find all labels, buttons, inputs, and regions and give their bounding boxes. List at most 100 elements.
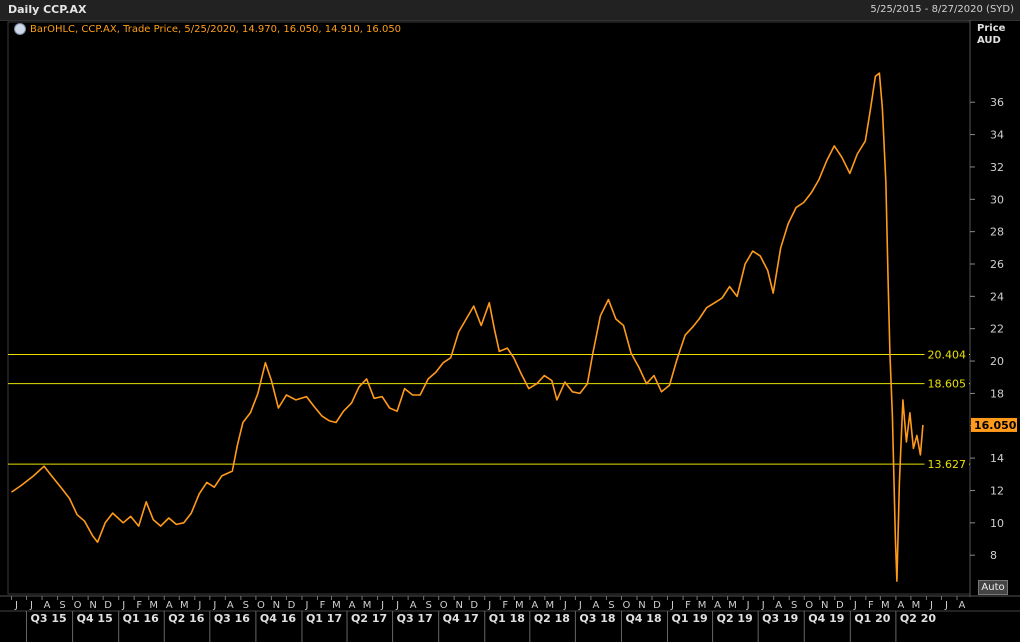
x-month-label: J — [304, 600, 308, 611]
x-month-label: J — [563, 600, 567, 611]
x-month-label: S — [608, 600, 614, 611]
x-quarter-label: Q4 16 — [260, 612, 296, 625]
date-range: 5/25/2015 - 8/27/2020 (SYD) — [870, 4, 1014, 15]
chart-title-bar: Daily CCP.AX 5/25/2015 - 8/27/2020 (SYD) — [0, 0, 1020, 21]
y-tick-label: 20 — [990, 355, 1004, 368]
y-tick-label: 18 — [990, 387, 1004, 400]
x-quarter-label: Q2 18 — [534, 612, 570, 625]
x-month-label: O — [257, 600, 265, 611]
x-month-label: A — [44, 600, 51, 611]
x-month-label: A — [531, 600, 538, 611]
x-month-label: J — [944, 600, 948, 611]
y-tick-label: 34 — [990, 129, 1004, 142]
y-tick-label: 24 — [990, 290, 1004, 303]
x-month-label: J — [14, 600, 18, 611]
x-month-label: O — [440, 600, 448, 611]
plot-frame — [7, 21, 971, 595]
x-month-label: J — [670, 600, 674, 611]
x-month-label: A — [410, 600, 417, 611]
x-month-label: M — [698, 600, 707, 611]
x-month-label: N — [273, 600, 280, 611]
x-month-label: D — [836, 600, 844, 611]
x-month-label: J — [761, 600, 765, 611]
y-tick-label: 14 — [990, 452, 1004, 465]
x-month-label: F — [685, 600, 691, 611]
x-month-label: A — [227, 600, 234, 611]
x-month-label: F — [136, 600, 142, 611]
x-month-label: D — [470, 600, 478, 611]
x-month-label: S — [425, 600, 431, 611]
y-axis-title: Price AUD — [977, 23, 1005, 47]
reference-label-bg — [924, 457, 969, 473]
y-tick-label: 26 — [990, 258, 1004, 271]
x-quarter-label: Q2 19 — [717, 612, 753, 625]
x-quarter-label: Q2 20 — [900, 612, 936, 625]
x-month-label: N — [89, 600, 96, 611]
x-month-label: O — [805, 600, 813, 611]
x-quarter-label: Q2 17 — [351, 612, 387, 625]
y-tick-label: 30 — [990, 193, 1004, 206]
x-quarter-label: Q3 17 — [397, 612, 433, 625]
price-series-line — [11, 72, 924, 582]
x-month-label: J — [380, 600, 384, 611]
y-tick-label: 12 — [990, 484, 1004, 497]
y-tick-label: 32 — [990, 161, 1004, 174]
x-month-label: J — [929, 600, 933, 611]
x-quarter-label: Q1 16 — [123, 612, 159, 625]
x-month-label: M — [149, 600, 158, 611]
x-month-label: S — [243, 600, 249, 611]
x-quarter-label: Q3 18 — [579, 612, 615, 625]
x-month-label: M — [180, 600, 189, 611]
x-quarter-label: Q4 15 — [77, 612, 113, 625]
x-month-label: J — [395, 600, 399, 611]
x-month-label: J — [746, 600, 750, 611]
x-month-label: O — [623, 600, 631, 611]
x-month-label: A — [166, 600, 173, 611]
x-month-label: S — [791, 600, 797, 611]
y-tick-label: 8 — [990, 549, 997, 562]
x-month-label: D — [288, 600, 296, 611]
x-month-label: A — [959, 600, 966, 611]
x-month-label: S — [59, 600, 65, 611]
x-month-label: M — [332, 600, 341, 611]
reference-line-label: 20.404 — [928, 349, 967, 362]
x-month-label: N — [821, 600, 828, 611]
chart-title: Daily CCP.AX — [8, 3, 87, 16]
x-quarter-label: Q1 20 — [854, 612, 890, 625]
x-month-label: M — [912, 600, 921, 611]
x-quarter-label: Q3 16 — [214, 612, 250, 625]
x-month-label: M — [546, 600, 555, 611]
reference-label-bg — [924, 376, 969, 392]
x-quarter-label: Q1 18 — [489, 612, 525, 625]
x-quarter-label: Q2 16 — [168, 612, 204, 625]
x-month-label: M — [515, 600, 524, 611]
x-month-label: A — [897, 600, 904, 611]
x-quarter-label: Q1 17 — [306, 612, 342, 625]
x-month-label: A — [592, 600, 599, 611]
x-month-label: F — [502, 600, 508, 611]
globe-icon[interactable] — [14, 23, 26, 35]
x-month-label: A — [349, 600, 356, 611]
last-price-badge — [971, 417, 1017, 432]
x-month-label: M — [363, 600, 372, 611]
x-month-label: A — [775, 600, 782, 611]
x-quarter-label: Q4 17 — [443, 612, 479, 625]
x-month-label: J — [487, 600, 491, 611]
y-tick-label: 28 — [990, 226, 1004, 239]
x-month-label: J — [853, 600, 857, 611]
x-month-label: A — [714, 600, 721, 611]
x-quarter-label: Q4 18 — [625, 612, 661, 625]
x-month-label: J — [212, 600, 216, 611]
legend-text: BarOHLC, CCP.AX, Trade Price, 5/25/2020,… — [30, 23, 402, 35]
y-tick-label: 10 — [990, 517, 1004, 530]
x-quarter-label: Q3 15 — [31, 612, 67, 625]
x-month-label: J — [121, 600, 125, 611]
x-month-label: F — [320, 600, 326, 611]
x-month-label: N — [455, 600, 462, 611]
y-tick-label: 36 — [990, 96, 1004, 109]
x-month-label: J — [578, 600, 582, 611]
auto-scale-button[interactable]: Auto — [978, 580, 1008, 595]
x-quarter-label: Q1 19 — [672, 612, 708, 625]
x-month-label: J — [197, 600, 201, 611]
